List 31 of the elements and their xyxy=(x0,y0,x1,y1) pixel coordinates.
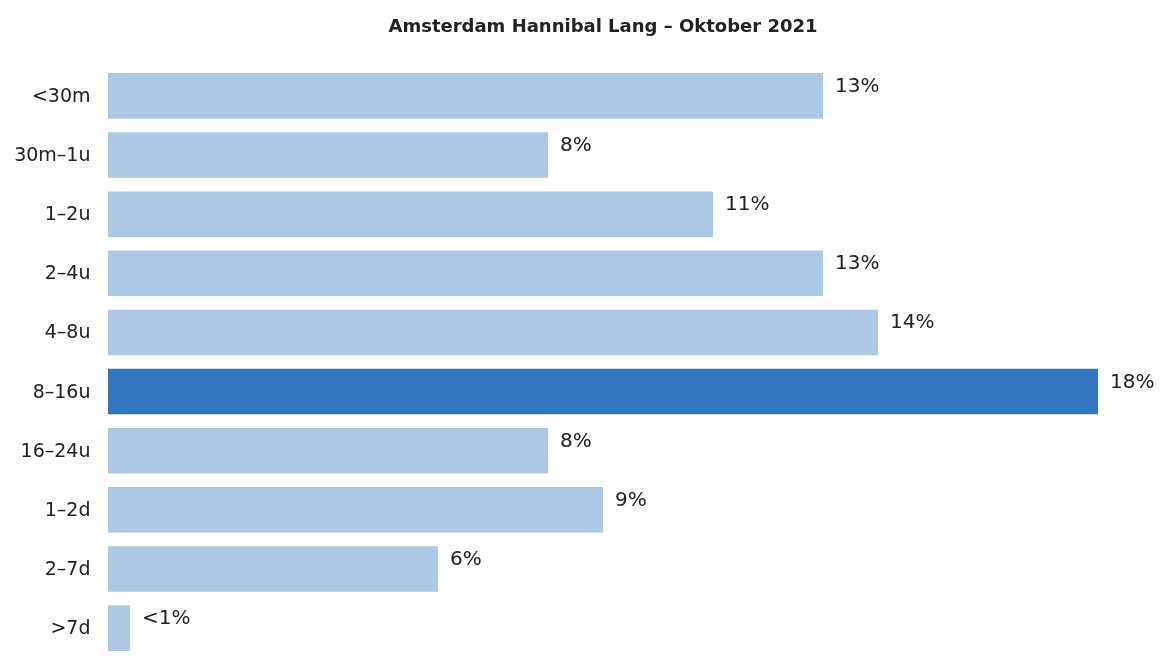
data-label: 11% xyxy=(725,191,770,216)
bar xyxy=(108,309,878,356)
bar xyxy=(108,546,438,592)
data-label: <1% xyxy=(142,605,191,630)
y-tick-label: 8–16u xyxy=(32,379,91,402)
bar xyxy=(108,368,1098,415)
data-label: 9% xyxy=(615,486,647,511)
data-label: 18% xyxy=(1110,368,1155,393)
data-label: 14% xyxy=(890,309,935,334)
data-label: 13% xyxy=(835,250,880,275)
bar xyxy=(108,605,130,651)
y-tick-label: 1–2d xyxy=(44,497,91,520)
y-tick-label: 16–24u xyxy=(20,438,91,461)
y-tick-label: 30m–1u xyxy=(14,143,91,166)
bar xyxy=(108,132,548,178)
bar xyxy=(108,427,548,474)
y-tick-label: 2–4u xyxy=(44,261,91,284)
bar xyxy=(108,191,713,237)
y-tick-label: 1–2u xyxy=(44,202,91,225)
y-tick-label: 4–8u xyxy=(44,320,91,343)
bar xyxy=(108,487,603,533)
bar xyxy=(108,73,823,119)
y-tick-label: <30m xyxy=(31,83,91,106)
chart-title: Amsterdam Hannibal Lang – Oktober 2021 xyxy=(388,15,818,36)
data-label: 8% xyxy=(560,132,592,157)
bar xyxy=(108,250,823,297)
data-label: 13% xyxy=(835,72,880,97)
data-label: 6% xyxy=(450,545,482,570)
y-tick-label: 2–7d xyxy=(44,556,91,579)
data-label: 8% xyxy=(560,427,592,452)
y-tick-label: >7d xyxy=(50,616,91,639)
